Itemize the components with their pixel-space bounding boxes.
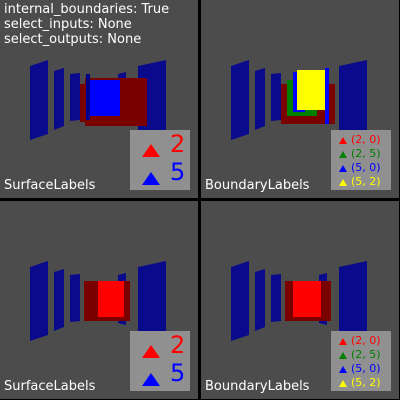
box-front-blue [90, 80, 120, 116]
legend-item: 5 [140, 158, 190, 186]
legend-item: (2, 0) [339, 133, 391, 147]
legend-item-label: 2 [170, 331, 186, 359]
box-yellow-edge [325, 68, 329, 124]
legend-item: (5, 0) [339, 362, 391, 376]
box-back-dark-red-2 [80, 84, 90, 122]
wall-right-outer [138, 261, 166, 341]
surface-labels-legend: 2 5 [130, 130, 190, 190]
viewport-caption: BoundaryLabels [205, 178, 310, 193]
viewport-caption: SurfaceLabels [4, 379, 96, 394]
triangle-icon [339, 352, 347, 359]
triangle-icon [142, 144, 160, 157]
render-scene [30, 261, 166, 341]
wall-right-outer [339, 261, 367, 341]
surface-labels-legend: 2 5 [130, 331, 190, 391]
box-yellow [297, 70, 325, 110]
legend-item: (5, 2) [339, 376, 391, 390]
viewport-caption: BoundaryLabels [205, 379, 310, 394]
triangle-icon [339, 179, 347, 186]
wall-right-outer [339, 60, 367, 140]
triangle-icon [339, 137, 347, 144]
legend-item: 5 [140, 359, 190, 387]
legend-item: 2 [140, 331, 190, 359]
legend-item: (2, 5) [339, 147, 391, 161]
legend-item-label: (2, 5) [351, 147, 381, 160]
legend-item-label: (5, 0) [351, 362, 381, 375]
legend-item-label: (2, 0) [351, 334, 381, 347]
triangle-icon [339, 151, 347, 158]
viewport-bottom-left[interactable]: 2 5 SurfaceLabels [0, 201, 198, 399]
viewport-top-left[interactable]: internal_boundaries: True select_inputs:… [0, 0, 198, 198]
legend-item-label: (2, 0) [351, 133, 381, 146]
box-front-red [98, 281, 124, 317]
legend-item-label: 5 [170, 359, 186, 387]
boundary-labels-legend: (2, 0) (2, 5) (5, 0) (5, 2) [331, 130, 391, 190]
legend-item-label: 5 [170, 158, 186, 186]
triangle-icon [142, 373, 160, 386]
triangle-icon [339, 165, 347, 172]
param-select-inputs: select_inputs: None [4, 17, 132, 32]
viewport-caption: SurfaceLabels [4, 178, 96, 193]
param-select-outputs: select_outputs: None [4, 32, 142, 47]
box-front-red [293, 281, 321, 317]
box-blue-edge [86, 74, 90, 120]
triangle-icon [142, 345, 160, 358]
legend-item-label: (5, 2) [351, 376, 381, 389]
render-scene [231, 60, 367, 140]
parameter-readout: internal_boundaries: True select_inputs:… [4, 2, 169, 47]
param-internal-boundaries: internal_boundaries: True [4, 2, 170, 17]
render-scene [30, 60, 166, 140]
wall-left-outer [30, 60, 48, 140]
viewport-bottom-right[interactable]: (2, 0) (2, 5) (5, 0) (5, 2) BoundaryLabe… [201, 201, 399, 399]
wall-left-inner [70, 274, 80, 322]
wall-left-inner [271, 274, 281, 322]
viewport-top-right[interactable]: (2, 0) (2, 5) (5, 0) (5, 2) BoundaryLabe… [201, 0, 399, 198]
legend-item-label: (5, 0) [351, 161, 381, 174]
triangle-icon [339, 366, 347, 373]
legend-item-label: (5, 2) [351, 175, 381, 188]
legend-item: 2 [140, 130, 190, 158]
wall-left-mid [54, 68, 64, 130]
boundary-labels-legend: (2, 0) (2, 5) (5, 0) (5, 2) [331, 331, 391, 391]
wall-left-mid [255, 68, 265, 130]
triangle-icon [339, 338, 347, 345]
triangle-icon [339, 380, 347, 387]
legend-item: (5, 2) [339, 175, 391, 189]
render-scene [231, 261, 367, 341]
wall-left-outer [30, 261, 48, 341]
wall-left-outer [231, 60, 249, 140]
legend-item: (5, 0) [339, 161, 391, 175]
legend-item: (2, 0) [339, 334, 391, 348]
wall-left-inner [70, 73, 80, 121]
wall-left-inner [271, 73, 281, 121]
wall-left-mid [255, 269, 265, 331]
legend-item-label: (2, 5) [351, 348, 381, 361]
legend-item-label: 2 [170, 130, 186, 158]
legend-item: (2, 5) [339, 348, 391, 362]
wall-left-mid [54, 269, 64, 331]
triangle-icon [142, 172, 160, 185]
wall-left-outer [231, 261, 249, 341]
